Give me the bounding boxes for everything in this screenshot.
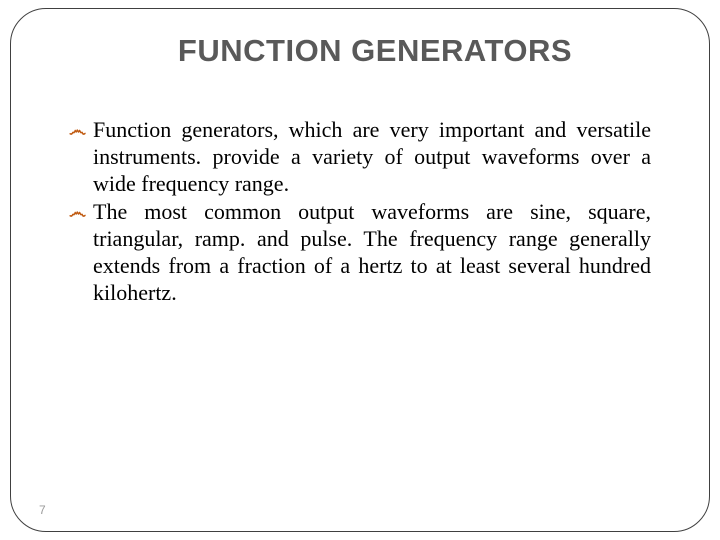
swirl-bullet-icon: ෴ xyxy=(69,202,86,224)
swirl-bullet-icon: ෴ xyxy=(69,120,86,142)
slide-title: FUNCTION GENERATORS xyxy=(109,33,641,69)
bullet-text: The most common output waveforms are sin… xyxy=(93,199,651,304)
bullet-list: ෴ Function generators, which are very im… xyxy=(69,117,651,307)
list-item: ෴ Function generators, which are very im… xyxy=(69,117,651,197)
list-item: ෴ The most common output waveforms are s… xyxy=(69,199,651,306)
slide-frame: FUNCTION GENERATORS ෴ Function generator… xyxy=(10,8,710,532)
slide-content: FUNCTION GENERATORS ෴ Function generator… xyxy=(11,9,709,531)
page-number: 7 xyxy=(39,503,46,517)
bullet-text: Function generators, which are very impo… xyxy=(93,117,651,196)
